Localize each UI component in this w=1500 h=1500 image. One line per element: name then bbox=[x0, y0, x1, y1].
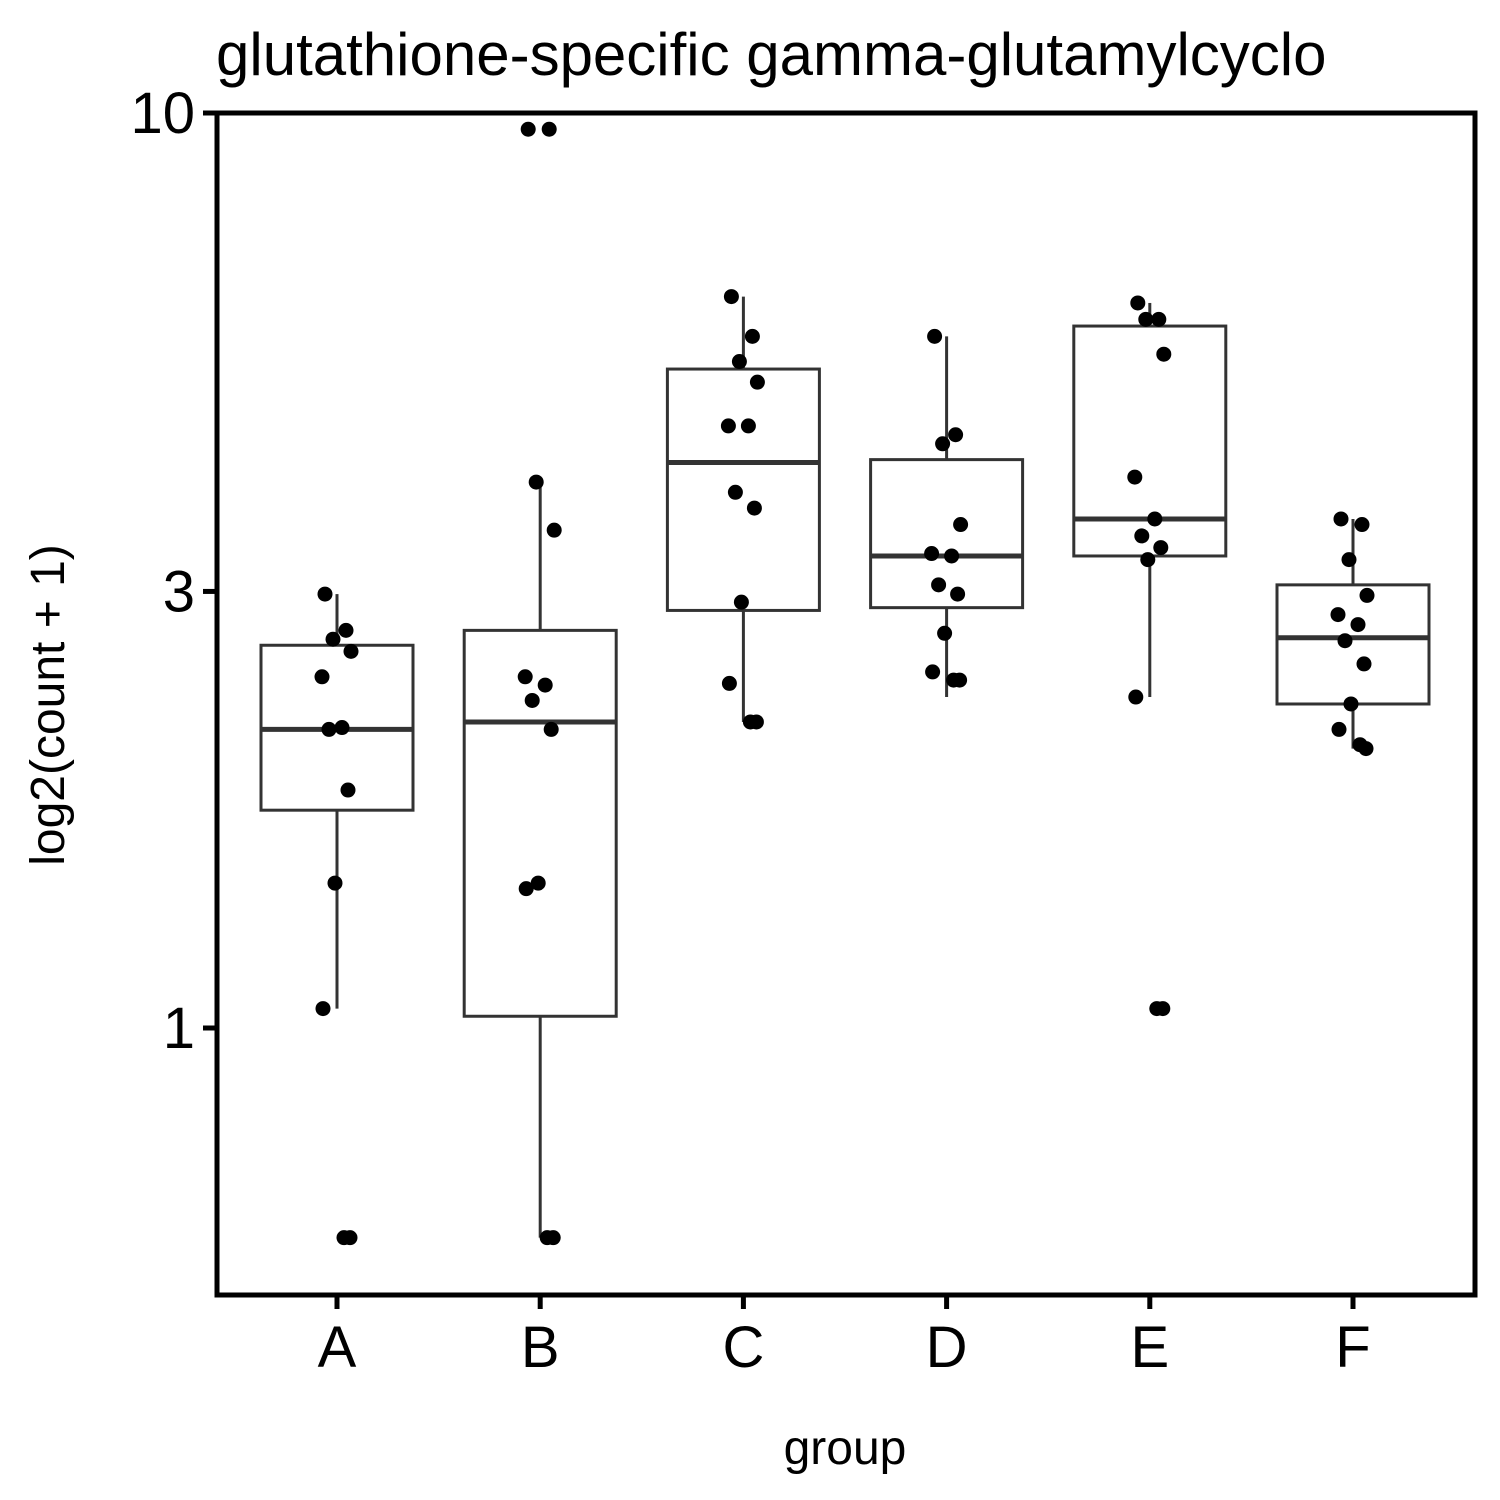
data-point bbox=[721, 675, 737, 691]
x-tick-label: B bbox=[521, 1315, 560, 1380]
data-point bbox=[546, 522, 562, 538]
data-point bbox=[1356, 656, 1372, 672]
data-point bbox=[528, 474, 544, 490]
box-group-B bbox=[462, 482, 618, 1238]
data-point bbox=[517, 669, 533, 685]
data-point bbox=[720, 418, 736, 434]
data-point bbox=[927, 328, 943, 344]
data-point bbox=[740, 418, 756, 434]
data-point bbox=[727, 484, 743, 500]
y-tick-label: 10 bbox=[130, 81, 195, 146]
data-point bbox=[1330, 607, 1346, 623]
box bbox=[665, 367, 821, 612]
data-point bbox=[334, 720, 350, 736]
data-point bbox=[950, 586, 966, 602]
data-point bbox=[952, 672, 968, 688]
chart-title: glutathione-specific gamma-glutamylcyclo bbox=[216, 21, 1326, 88]
y-tick-label: 1 bbox=[163, 996, 195, 1061]
x-axis: A B C D E F bbox=[318, 1295, 1371, 1380]
data-point bbox=[315, 1001, 331, 1017]
data-point bbox=[1341, 552, 1357, 568]
data-point bbox=[1153, 540, 1169, 556]
data-point bbox=[338, 622, 354, 638]
data-point bbox=[1337, 633, 1353, 649]
data-point bbox=[524, 692, 540, 708]
data-point bbox=[1155, 1001, 1171, 1017]
data-point bbox=[541, 121, 557, 137]
data-point bbox=[1343, 696, 1359, 712]
data-point bbox=[1331, 721, 1347, 737]
box-group-D bbox=[869, 336, 1025, 698]
data-point bbox=[1156, 346, 1172, 362]
x-tick-label: D bbox=[926, 1315, 968, 1380]
box bbox=[462, 628, 618, 1018]
data-point bbox=[748, 714, 764, 730]
data-point bbox=[1138, 311, 1154, 327]
data-point bbox=[327, 875, 343, 891]
y-tick-label: 3 bbox=[163, 559, 195, 624]
data-point bbox=[1354, 517, 1370, 533]
data-point bbox=[1358, 741, 1374, 757]
data-point bbox=[543, 721, 559, 737]
data-point bbox=[931, 577, 947, 593]
x-tick-label: F bbox=[1335, 1315, 1370, 1380]
box-group-F bbox=[1275, 518, 1431, 749]
x-tick-label: C bbox=[722, 1315, 764, 1380]
x-axis-title: group bbox=[784, 1422, 907, 1475]
data-point bbox=[342, 1230, 358, 1246]
y-axis: 1 3 10 bbox=[130, 81, 217, 1061]
data-point bbox=[520, 121, 536, 137]
data-point bbox=[1127, 469, 1143, 485]
data-point bbox=[325, 631, 341, 647]
data-point bbox=[953, 517, 969, 533]
data-point bbox=[944, 548, 960, 564]
box-group-C bbox=[665, 296, 821, 722]
data-point bbox=[1359, 587, 1375, 603]
data-point bbox=[1151, 311, 1167, 327]
data-point bbox=[314, 669, 330, 685]
data-point bbox=[935, 436, 951, 452]
data-point bbox=[1333, 511, 1349, 527]
data-point bbox=[733, 594, 749, 610]
x-tick-label: E bbox=[1130, 1315, 1169, 1380]
data-point bbox=[317, 586, 333, 602]
chart-marks bbox=[259, 121, 1431, 1246]
data-point bbox=[744, 328, 760, 344]
box bbox=[869, 458, 1025, 610]
data-point bbox=[340, 782, 356, 798]
data-point bbox=[731, 354, 747, 370]
data-point bbox=[537, 677, 553, 693]
data-point bbox=[1140, 552, 1156, 568]
data-point bbox=[937, 625, 953, 641]
data-point bbox=[530, 875, 546, 891]
data-point bbox=[518, 881, 534, 897]
data-point bbox=[1147, 511, 1163, 527]
data-point bbox=[948, 427, 964, 443]
box-group-A bbox=[259, 594, 415, 1009]
data-point bbox=[1128, 689, 1144, 705]
data-point bbox=[925, 664, 941, 680]
data-point bbox=[545, 1230, 561, 1246]
y-axis-title: log2(count + 1) bbox=[22, 544, 75, 866]
plot-panel bbox=[214, 110, 1478, 1298]
data-point bbox=[1350, 617, 1366, 633]
data-point bbox=[924, 546, 940, 562]
box-group-E bbox=[1072, 302, 1228, 698]
data-point bbox=[343, 643, 359, 659]
x-tick-label: A bbox=[318, 1315, 357, 1380]
data-point bbox=[723, 289, 739, 305]
box bbox=[1275, 583, 1431, 706]
data-point bbox=[321, 721, 337, 737]
data-point bbox=[746, 500, 762, 516]
data-point bbox=[1130, 295, 1146, 311]
data-point bbox=[749, 374, 765, 390]
data-point bbox=[1134, 528, 1150, 544]
